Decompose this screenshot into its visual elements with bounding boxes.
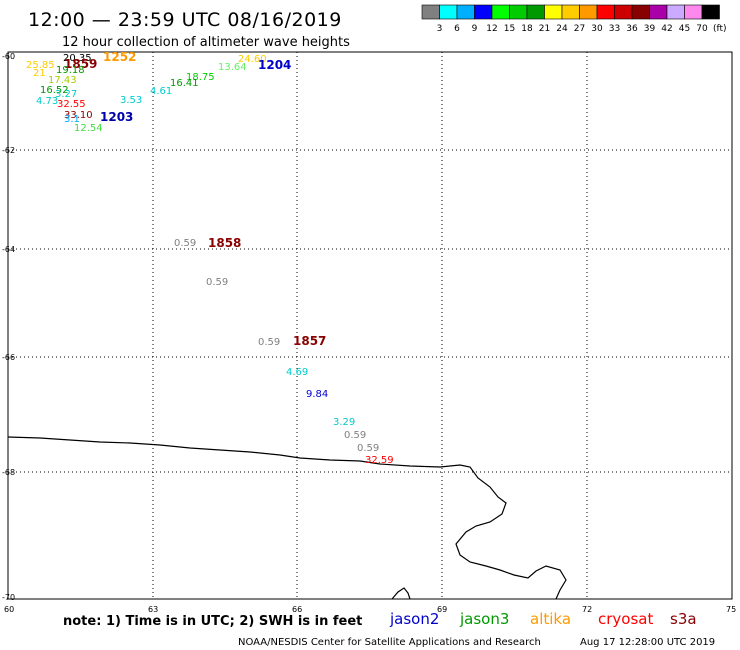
observation-label: 13.64	[218, 62, 247, 73]
observation-label: 0.59	[344, 430, 366, 441]
legend-value: 70	[696, 24, 708, 34]
legend-swatch	[509, 4, 528, 20]
legend-swatch	[666, 4, 685, 20]
lon-label: 60	[4, 605, 14, 614]
satellite-label-jason3: jason3	[459, 610, 509, 628]
observation-label: 4.73	[36, 96, 58, 107]
satellite-label-jason2: jason2	[389, 610, 439, 628]
legend-unit: (ft)	[713, 24, 727, 34]
legend-value: 36	[626, 24, 638, 34]
lon-label: 72	[582, 605, 592, 614]
observation-label: 33.10	[64, 110, 93, 121]
legend-swatch	[614, 4, 633, 20]
lon-label: 69	[437, 605, 447, 614]
observation-label: 21	[33, 68, 46, 79]
legend-swatch	[474, 4, 493, 20]
legend-value: 33	[609, 24, 620, 34]
lon-label: 63	[148, 605, 158, 614]
observation-label: 12.54	[74, 123, 103, 134]
legend-swatch	[684, 4, 703, 20]
time-label: 1858	[208, 236, 241, 250]
observation-label: 3.1	[64, 114, 80, 125]
legend-swatch	[439, 4, 458, 20]
observation-label: 3.53	[120, 95, 142, 106]
observation-label: 4.61	[150, 86, 172, 97]
graticule	[8, 52, 732, 599]
legend-swatch	[526, 4, 545, 20]
observation-label: 4.69	[286, 367, 308, 378]
legend-value: 42	[661, 24, 672, 34]
legend-value: 6	[454, 24, 460, 34]
legend-value: 3	[437, 24, 443, 34]
observation-label: 19.18	[56, 65, 85, 76]
observation-label: 20.35	[63, 53, 92, 64]
time-label: 1204	[258, 58, 291, 72]
time-label: 1859	[64, 57, 97, 71]
legend-swatch	[596, 4, 615, 20]
lat-label: -68	[2, 468, 15, 477]
legend-value: 24	[556, 24, 568, 34]
legend-swatch	[421, 4, 440, 20]
satellite-label-cryosat: cryosat	[598, 610, 653, 628]
map-frame	[7, 51, 733, 600]
observation-label: 0.59	[206, 277, 228, 288]
observation-label: 32.55	[57, 99, 86, 110]
legend-swatch	[631, 4, 650, 20]
legend-swatch	[491, 4, 510, 20]
lon-label: 75	[726, 605, 736, 614]
observation-label: 18.75	[186, 72, 215, 83]
footer-note: note: 1) Time is in UTC; 2) SWH is in fe…	[63, 614, 362, 629]
legend-value: 15	[504, 24, 515, 34]
coastline-island	[391, 587, 411, 600]
observation-label: 0.59	[174, 238, 196, 249]
wave-height-color-legend: 3 6 9 12 15 18 21 24 27 30 33 36 39 42 45 70	[421, 4, 720, 34]
legend-value: 45	[679, 24, 690, 34]
observation-label: 17.43	[48, 75, 77, 86]
legend-value: 39	[644, 24, 656, 34]
coastline-antarctica	[7, 436, 567, 600]
lat-label: -64	[2, 245, 15, 254]
wave-height-observations: 20.35 25.85 1859 1252 24.60 21 19.18 13.…	[26, 50, 394, 466]
page-subtitle: 12 hour collection of altimeter wave hei…	[62, 35, 350, 50]
page-title: 12:00 — 23:59 UTC 08/16/2019	[28, 9, 342, 31]
observation-label: 0.59	[357, 443, 379, 454]
legend-swatch	[701, 4, 720, 20]
observation-label: 16.52	[40, 85, 69, 96]
legend-value: 9	[472, 24, 478, 34]
observation-label: 25.85	[26, 60, 55, 71]
lat-label: -60	[2, 52, 15, 61]
footer-credit: NOAA/NESDIS Center for Satellite Applica…	[238, 637, 541, 648]
lat-label: -66	[2, 353, 15, 362]
legend-swatch	[544, 4, 563, 20]
observation-label: 0.59	[258, 337, 280, 348]
observation-label: 24.60	[238, 54, 267, 65]
time-label: 1203	[100, 110, 133, 124]
observation-label: 3.27	[55, 89, 77, 100]
legend-swatch	[561, 4, 580, 20]
observation-label: 32.59	[365, 455, 394, 466]
observation-label: 3.29	[333, 417, 355, 428]
footer-timestamp: Aug 17 12:28:00 UTC 2019	[580, 637, 715, 648]
legend-swatch	[456, 4, 475, 20]
satellite-label-altika: altika	[530, 610, 571, 628]
lat-label: -70	[2, 593, 15, 602]
legend-value: 21	[539, 24, 550, 34]
time-label: 1857	[293, 334, 326, 348]
legend-swatch	[649, 4, 668, 20]
lon-label: 66	[292, 605, 302, 614]
legend-swatch	[579, 4, 598, 20]
observation-label: 9.84	[306, 389, 328, 400]
legend-value: 18	[521, 24, 533, 34]
observation-label: 16.41	[170, 78, 199, 89]
time-label: 1252	[103, 50, 136, 64]
legend-value: 27	[574, 24, 585, 34]
lat-label: -62	[2, 146, 15, 155]
satellite-label-s3a: s3a	[670, 610, 697, 628]
legend-value: 30	[591, 24, 603, 34]
legend-value: 12	[486, 24, 497, 34]
